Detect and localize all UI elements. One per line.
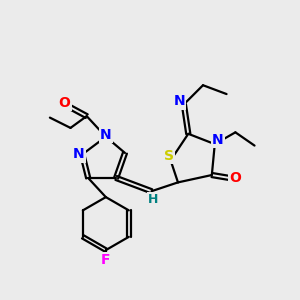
Text: N: N <box>73 147 85 161</box>
Text: S: S <box>164 149 174 163</box>
Text: N: N <box>212 133 224 147</box>
Text: N: N <box>100 128 112 142</box>
Text: N: N <box>174 94 185 108</box>
Text: H: H <box>148 193 158 206</box>
Text: O: O <box>59 96 70 110</box>
Text: F: F <box>101 254 111 267</box>
Text: O: O <box>230 171 241 185</box>
